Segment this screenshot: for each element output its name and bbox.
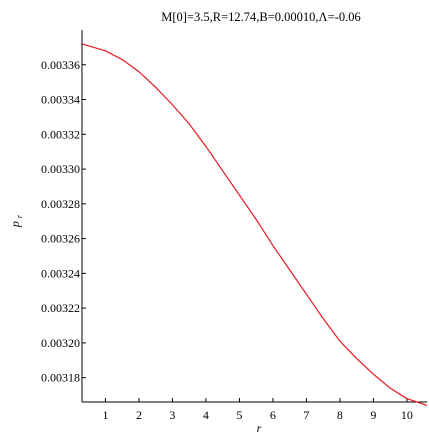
y-tick-label: 0.00330 [41, 162, 80, 176]
x-tick-label: 2 [136, 408, 142, 422]
y-axis-label: p r [8, 214, 24, 228]
chart-title: M[0]=3.5,R=12.74,B=0.00010,Λ=-0.06 [161, 10, 360, 24]
y-axis-label-subscript: r [15, 214, 24, 218]
x-tick-label: 10 [401, 408, 413, 422]
x-tick-label: 6 [270, 408, 276, 422]
y-tick-label: 0.00318 [41, 371, 80, 385]
series-line [81, 43, 428, 407]
y-axis-label-main: p [8, 221, 22, 228]
y-tick-label: 0.00334 [41, 93, 80, 107]
x-tick-label: 3 [169, 408, 175, 422]
y-tick-label: 0.00332 [41, 127, 80, 141]
y-tick-label: 0.00320 [41, 336, 80, 350]
y-axis-label-group: p r [8, 214, 24, 228]
y-tick-label: 0.00324 [41, 266, 80, 280]
x-axis-label: r [257, 421, 262, 435]
x-tick-label: 1 [102, 408, 108, 422]
y-ticks: 0.00318 0.00320 0.00322 0.00324 0.00326 0.003… [41, 58, 86, 385]
x-ticks: 1 2 3 4 5 6 7 8 9 10 [102, 398, 413, 422]
x-tick-label: 9 [370, 408, 376, 422]
x-tick-label: 8 [337, 408, 343, 422]
plot-area: 0.00318 0.00320 0.00322 0.00324 0.00326 0.003… [41, 30, 428, 422]
y-tick-label: 0.00328 [41, 197, 80, 211]
y-tick-label: 0.00336 [41, 58, 80, 72]
x-tick-label: 4 [203, 408, 209, 422]
y-tick-label: 0.00326 [41, 232, 80, 246]
x-tick-label: 5 [236, 408, 242, 422]
y-tick-label: 0.00322 [41, 301, 80, 315]
x-tick-label: 7 [303, 408, 309, 422]
